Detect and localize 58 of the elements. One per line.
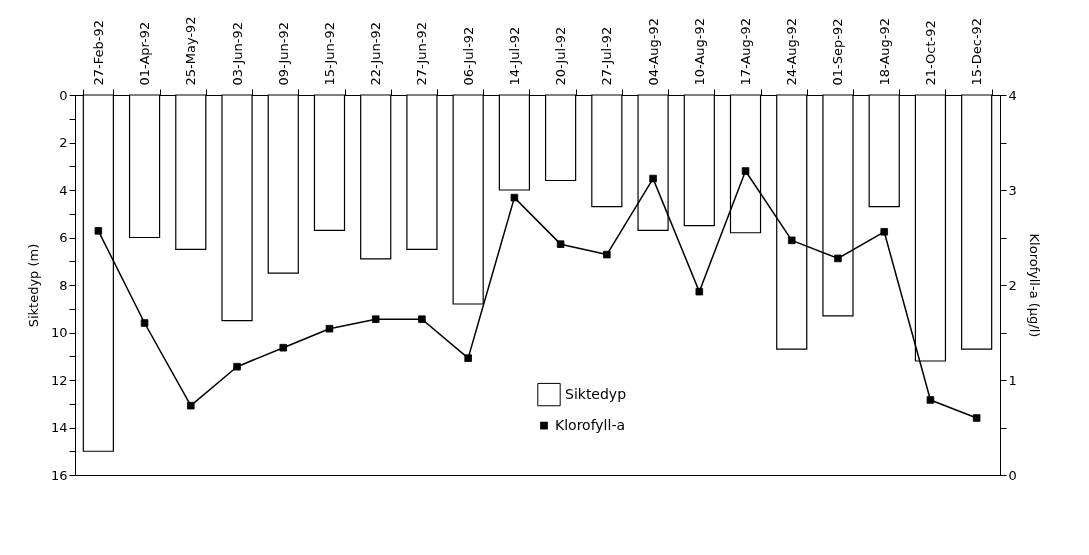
- y2-tick-label: 3: [1008, 182, 1017, 198]
- point: [510, 193, 519, 202]
- point: [695, 287, 704, 296]
- x-tick-label: 14-Jul-92: [506, 26, 522, 86]
- point: [418, 315, 426, 323]
- y-tick-label: 12: [50, 372, 68, 388]
- x-tick-label: 04-Aug-92: [645, 17, 661, 86]
- y-tick-label: 10: [50, 325, 68, 340]
- y-tick-label: 6: [59, 230, 68, 245]
- point: [556, 240, 565, 248]
- x-tick-label: 17-Aug-92: [738, 17, 754, 86]
- point: [187, 401, 195, 410]
- point: [371, 315, 380, 323]
- point: [972, 414, 981, 422]
- x-tick-label: 01-Sep-92: [830, 18, 846, 86]
- x-tick-label: 03-Jun-92: [229, 21, 245, 86]
- x-tick-label: 15-Dec-92: [969, 17, 985, 86]
- y-tick-label: 2: [59, 135, 68, 150]
- y-tick-label: 16: [50, 467, 68, 483]
- x-tick-label: 15-Jun-92: [321, 21, 337, 86]
- point: [325, 324, 334, 333]
- y-tick-label: 4: [59, 182, 68, 198]
- y2-tick-label: 1: [1008, 372, 1017, 388]
- y2-tick-label: 0: [1008, 467, 1017, 483]
- x-tick-label: 22-Jun-92: [368, 21, 384, 86]
- point: [649, 174, 657, 183]
- point: [880, 228, 888, 236]
- y-axis-title: Siktedyp (m): [25, 243, 41, 328]
- legend-label: Siktedyp: [565, 385, 627, 402]
- x-tick-label: 10-Aug-92: [691, 17, 707, 86]
- point: [464, 354, 472, 362]
- point: [834, 254, 842, 263]
- y2-tick-label: 2: [1008, 277, 1017, 293]
- y2-axis-title: Klorofyll-a (µg/l): [1026, 233, 1042, 338]
- x-tick-label: 20-Jul-92: [553, 26, 569, 86]
- x-tick-label: 25-May-92: [183, 16, 199, 86]
- x-tick-label: 27-Jun-92: [414, 21, 430, 86]
- x-tick-label: 27-Feb-92: [90, 20, 106, 86]
- x-tick-label: 18-Aug-92: [876, 17, 892, 86]
- x-tick-label: 01-Apr-92: [137, 21, 153, 86]
- point: [603, 250, 611, 259]
- point: [741, 167, 750, 175]
- point: [787, 236, 796, 245]
- x-tick-label: 21-Oct-92: [922, 20, 938, 86]
- y2-tick-label: 4: [1008, 87, 1017, 103]
- x-tick-label: 27-Jul-92: [599, 26, 615, 86]
- legend-label: Klorofyll-a: [555, 416, 626, 433]
- y-tick-label: 0: [59, 87, 68, 103]
- point: [94, 227, 103, 235]
- x-tick-label: 09-Jun-92: [275, 21, 291, 86]
- x-tick-label: 24-Aug-92: [784, 17, 800, 86]
- x-tick-label: 06-Jul-92: [460, 26, 476, 86]
- point: [926, 396, 935, 404]
- point: [140, 319, 149, 327]
- y-tick-label: 8: [59, 277, 68, 293]
- y-tick-label: 14: [50, 420, 68, 435]
- point: [233, 362, 241, 371]
- point: [279, 343, 288, 352]
